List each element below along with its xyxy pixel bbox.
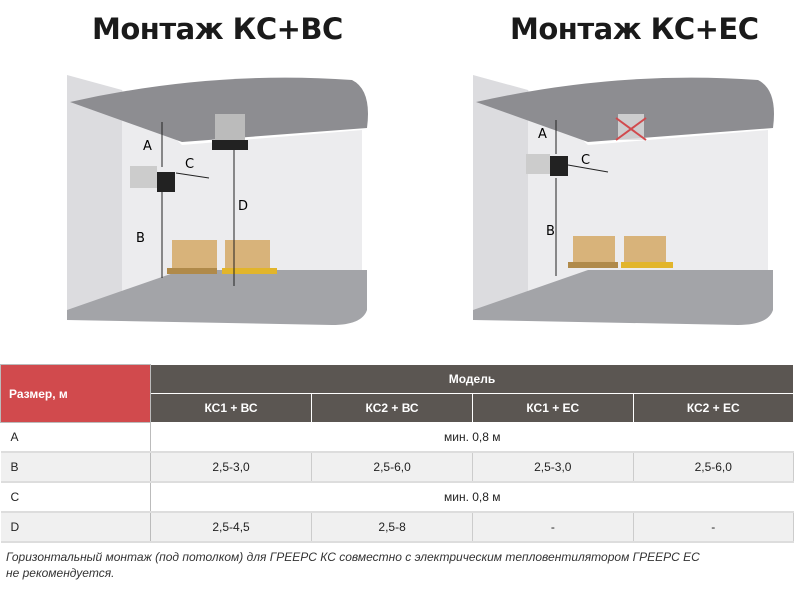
title-kc-ec: Монтаж КС+ЕС (510, 12, 759, 46)
cell: - (472, 512, 634, 543)
model-col: КС2 + ВС (311, 393, 474, 423)
label-a: A (538, 127, 547, 142)
table-row: A мин. 0,8 м (0, 422, 794, 453)
table-row: C мин. 0,8 м (0, 482, 794, 513)
row-label: C (0, 482, 151, 513)
table-row: D 2,5-4,5 2,5-8 - - (0, 512, 795, 543)
size-header: Размер, м (0, 364, 151, 423)
footnote-line: не рекомендуется. (6, 566, 115, 580)
footnote: Горизонтальный монтаж (под потолком) для… (6, 549, 766, 581)
cell: 2,5-6,0 (632, 452, 795, 483)
cell: 2,5-8 (311, 512, 474, 543)
title-kc-bc: Монтаж КС+ВС (92, 12, 343, 46)
cell: мин. 0,8 м (150, 422, 794, 453)
cell: 2,5-3,0 (472, 452, 634, 483)
table-row: B 2,5-3,0 2,5-6,0 2,5-3,0 2,5-6,0 (0, 452, 795, 483)
model-col: КС1 + ВС (149, 393, 313, 423)
row-label: B (0, 452, 151, 483)
label-b: B (136, 231, 145, 246)
label-c: C (581, 153, 590, 168)
label-c: C (185, 157, 194, 172)
room-illustration-kc-bc: A C D B (67, 75, 368, 325)
cell: - (632, 512, 795, 543)
model-col: КС1 + ЕС (472, 393, 634, 423)
cell: мин. 0,8 м (150, 482, 794, 513)
label-b: B (546, 224, 555, 239)
model-col: КС2 + ЕС (632, 393, 795, 423)
footnote-line: Горизонтальный монтаж (под потолком) для… (6, 550, 700, 564)
label-a: A (143, 139, 152, 154)
cell: 2,5-6,0 (311, 452, 474, 483)
row-label: A (0, 422, 151, 453)
model-header: Модель (150, 364, 794, 394)
cell: 2,5-4,5 (149, 512, 313, 543)
room-illustration-kc-ec: A C B (473, 75, 774, 325)
cell: 2,5-3,0 (149, 452, 313, 483)
row-label: D (0, 512, 151, 543)
label-d: D (238, 199, 248, 214)
dimensions-table: Размер, м Модель КС1 + ВС КС2 + ВС КС1 +… (0, 364, 795, 543)
